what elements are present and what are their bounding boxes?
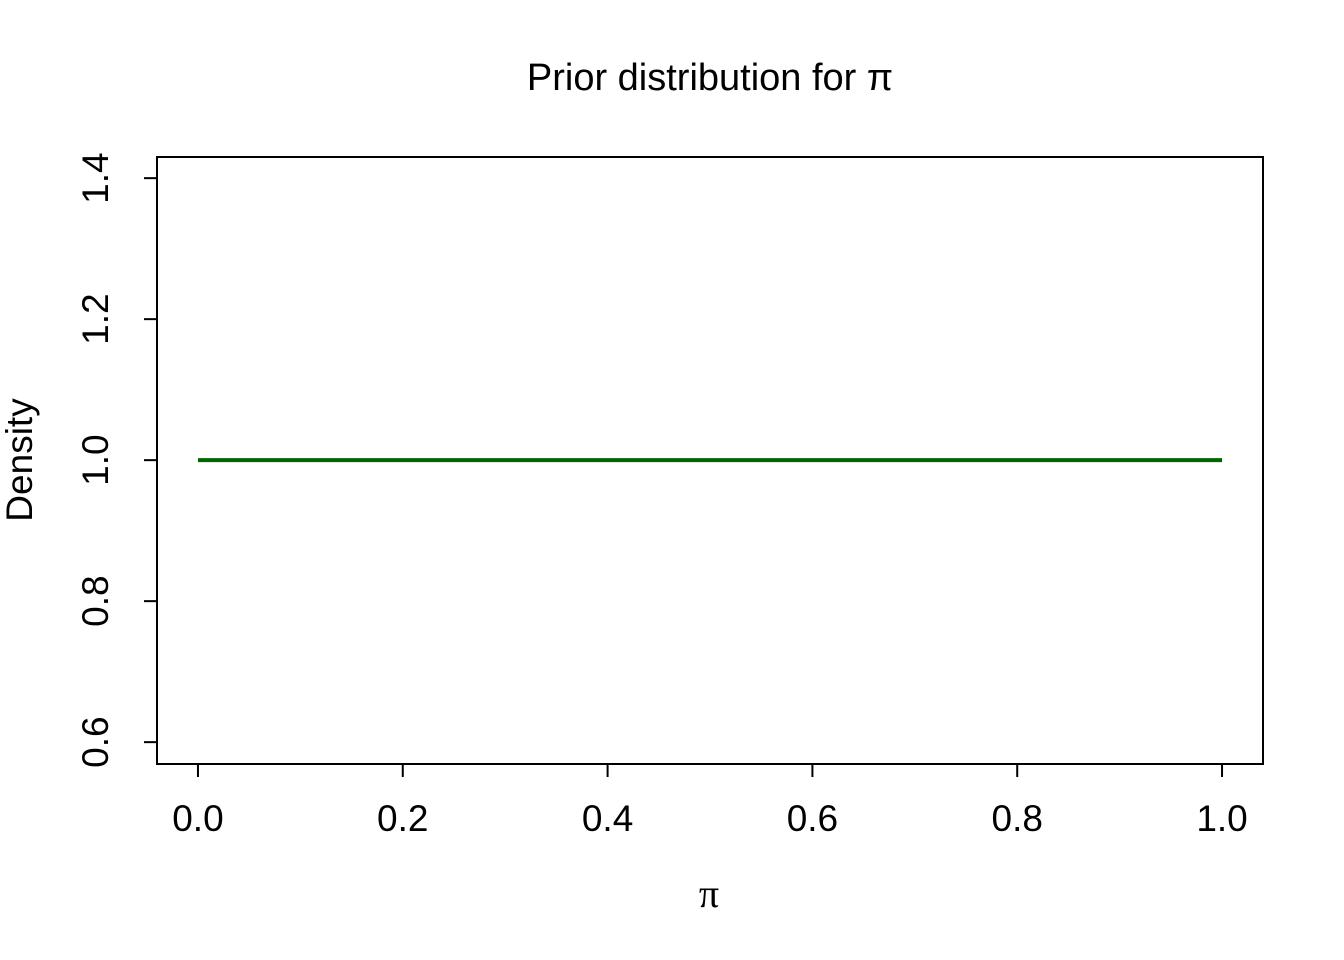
x-tick-label: 0.2 — [377, 798, 428, 839]
x-tick-label: 0.8 — [992, 798, 1043, 839]
y-axis-label: Density — [0, 398, 40, 522]
y-tick-label: 0.8 — [75, 575, 116, 626]
x-tick-label: 0.4 — [582, 798, 633, 839]
y-tick-label: 0.6 — [75, 716, 116, 767]
y-tick-label: 1.0 — [75, 434, 116, 485]
y-tick-label: 1.4 — [75, 152, 116, 203]
chart-title: Prior distribution for π — [527, 57, 893, 99]
x-axis-label: π — [699, 871, 719, 916]
x-tick-label: 0.6 — [787, 798, 838, 839]
x-tick-label: 1.0 — [1196, 798, 1247, 839]
x-tick-label: 0.0 — [172, 798, 223, 839]
y-tick-label: 1.2 — [75, 293, 116, 344]
